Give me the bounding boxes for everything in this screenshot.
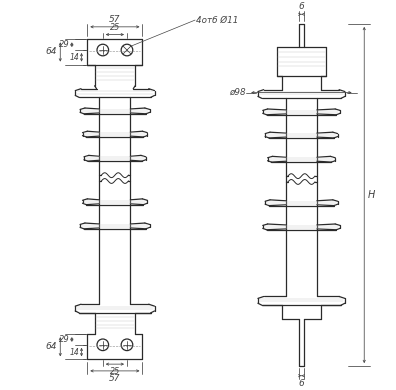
- Text: 64: 64: [46, 48, 57, 57]
- Text: 57: 57: [109, 374, 121, 383]
- Text: ø98: ø98: [229, 88, 246, 97]
- Text: 4отб Ø11: 4отб Ø11: [196, 16, 238, 25]
- Text: 14: 14: [70, 53, 80, 62]
- Text: 29: 29: [59, 335, 70, 344]
- Text: 64: 64: [46, 342, 57, 351]
- Text: 57: 57: [109, 15, 121, 24]
- Text: 14: 14: [70, 347, 80, 356]
- Text: H: H: [368, 190, 375, 200]
- Text: 6: 6: [299, 2, 304, 11]
- Text: 29: 29: [59, 40, 70, 49]
- Text: 25: 25: [110, 367, 120, 376]
- Text: 6: 6: [299, 379, 304, 388]
- Text: 25: 25: [110, 23, 120, 32]
